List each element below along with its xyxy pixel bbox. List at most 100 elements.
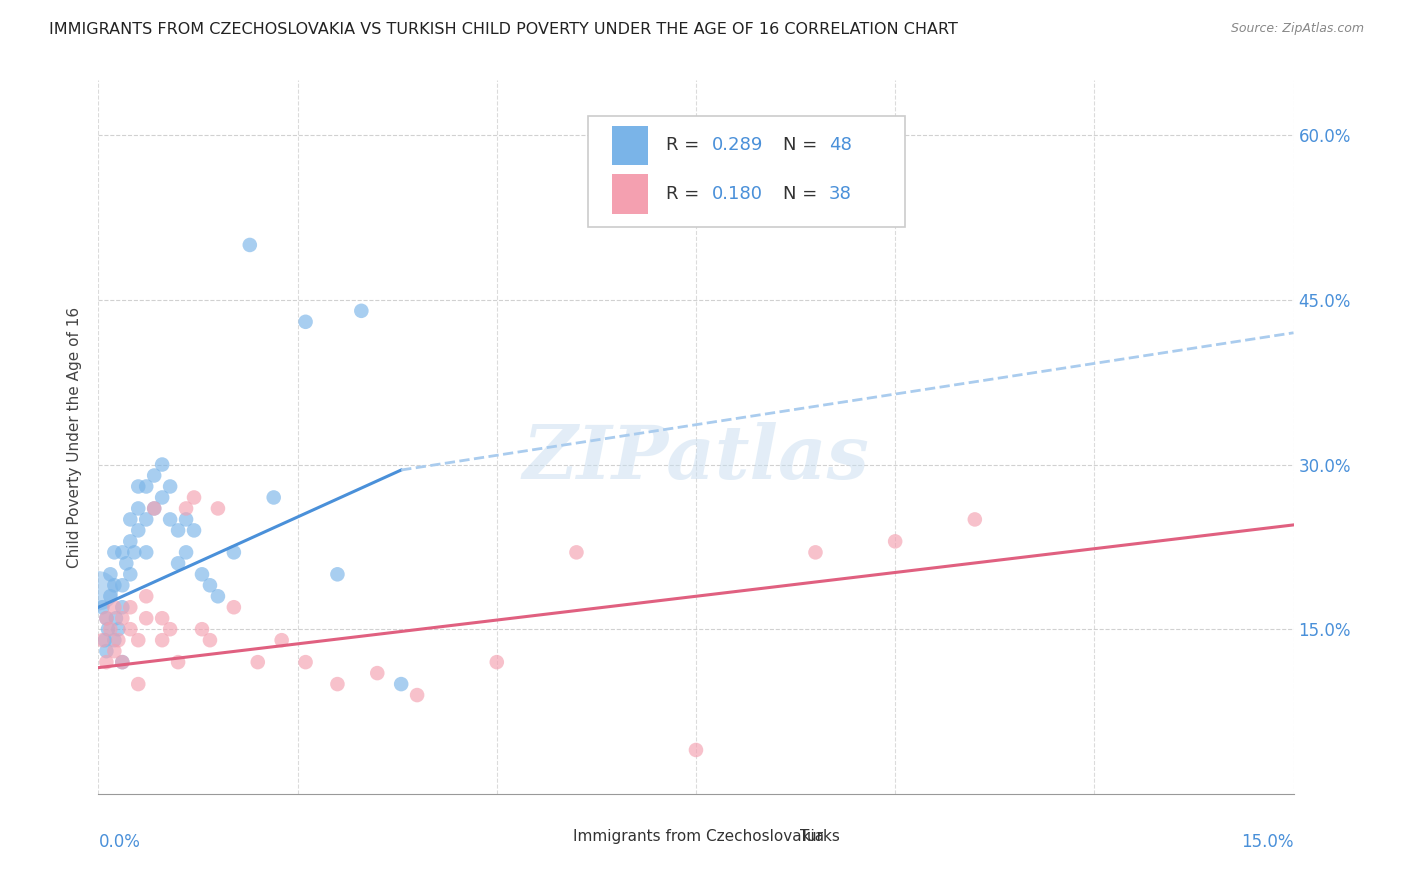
Point <box>87 583 110 598</box>
Point <box>198 578 221 592</box>
Text: IMMIGRANTS FROM CZECHOSLOVAKIA VS TURKISH CHILD POVERTY UNDER THE AGE OF 16 CORR: IMMIGRANTS FROM CZECHOSLOVAKIA VS TURKIS… <box>49 22 957 37</box>
Point <box>207 501 229 516</box>
Point <box>150 611 173 625</box>
Point <box>191 622 214 636</box>
Point <box>326 677 349 691</box>
Point <box>111 545 134 559</box>
Point <box>222 600 245 615</box>
Point <box>120 512 142 526</box>
Point <box>111 655 134 669</box>
Point <box>96 644 118 658</box>
Point <box>98 622 122 636</box>
Point <box>263 491 285 505</box>
Point <box>98 567 122 582</box>
Point <box>135 545 157 559</box>
Point <box>294 655 316 669</box>
Point <box>111 578 134 592</box>
Point <box>115 557 138 571</box>
Point <box>135 512 157 526</box>
Text: 38: 38 <box>828 185 852 203</box>
Point <box>174 501 197 516</box>
Point <box>389 677 412 691</box>
Point <box>191 567 214 582</box>
Text: 15.0%: 15.0% <box>1241 833 1294 851</box>
Point <box>111 600 134 615</box>
Point <box>107 622 129 636</box>
Point <box>207 589 229 603</box>
Point <box>183 491 205 505</box>
Point <box>96 655 118 669</box>
Point <box>143 468 166 483</box>
Point <box>150 491 173 505</box>
Point <box>111 611 134 625</box>
Point <box>104 611 127 625</box>
FancyBboxPatch shape <box>534 828 561 846</box>
FancyBboxPatch shape <box>589 116 905 227</box>
Point <box>167 524 190 538</box>
Point <box>111 655 134 669</box>
Point <box>159 479 181 493</box>
Point <box>239 238 262 252</box>
Text: Immigrants from Czechoslovakia: Immigrants from Czechoslovakia <box>572 830 824 844</box>
Point <box>127 524 149 538</box>
Text: R =: R = <box>666 136 704 154</box>
Point <box>167 557 190 571</box>
Point <box>159 512 181 526</box>
Point <box>183 524 205 538</box>
Point <box>120 534 142 549</box>
Point <box>120 622 142 636</box>
Point <box>135 479 157 493</box>
Point <box>103 644 125 658</box>
Point <box>103 633 125 648</box>
Y-axis label: Child Poverty Under the Age of 16: Child Poverty Under the Age of 16 <box>67 307 83 567</box>
Point <box>96 611 118 625</box>
Point <box>270 633 292 648</box>
Point <box>174 512 197 526</box>
Point <box>97 622 120 636</box>
Point <box>174 545 197 559</box>
Text: R =: R = <box>666 185 704 203</box>
Text: N =: N = <box>783 136 823 154</box>
Point <box>366 666 388 681</box>
Point <box>167 655 190 669</box>
Point <box>246 655 269 669</box>
Point <box>103 578 125 592</box>
Text: Turks: Turks <box>800 830 839 844</box>
Point <box>127 479 149 493</box>
Text: N =: N = <box>783 185 823 203</box>
Text: 0.289: 0.289 <box>711 136 763 154</box>
FancyBboxPatch shape <box>762 828 787 846</box>
Point <box>91 600 114 615</box>
Point <box>565 545 588 559</box>
Text: ZIPatlas: ZIPatlas <box>523 422 869 495</box>
Point <box>143 501 166 516</box>
Point <box>159 622 181 636</box>
Point <box>198 633 221 648</box>
Text: 0.180: 0.180 <box>711 185 762 203</box>
Point <box>143 501 166 516</box>
FancyBboxPatch shape <box>613 126 648 165</box>
Point <box>107 633 129 648</box>
Point <box>884 534 907 549</box>
Point <box>685 743 707 757</box>
Text: 48: 48 <box>828 136 852 154</box>
Text: 0.0%: 0.0% <box>98 833 141 851</box>
Point <box>150 633 173 648</box>
FancyBboxPatch shape <box>613 175 648 214</box>
Point <box>963 512 986 526</box>
Point <box>127 501 149 516</box>
Point <box>96 611 118 625</box>
Point <box>804 545 827 559</box>
Point <box>94 633 117 648</box>
Text: Source: ZipAtlas.com: Source: ZipAtlas.com <box>1230 22 1364 36</box>
Point <box>91 633 114 648</box>
Point <box>103 600 125 615</box>
Point <box>124 545 146 559</box>
Point <box>350 303 373 318</box>
Point <box>98 589 122 603</box>
Point <box>326 567 349 582</box>
Point <box>294 315 316 329</box>
Point <box>485 655 508 669</box>
Point <box>406 688 429 702</box>
Point <box>120 567 142 582</box>
